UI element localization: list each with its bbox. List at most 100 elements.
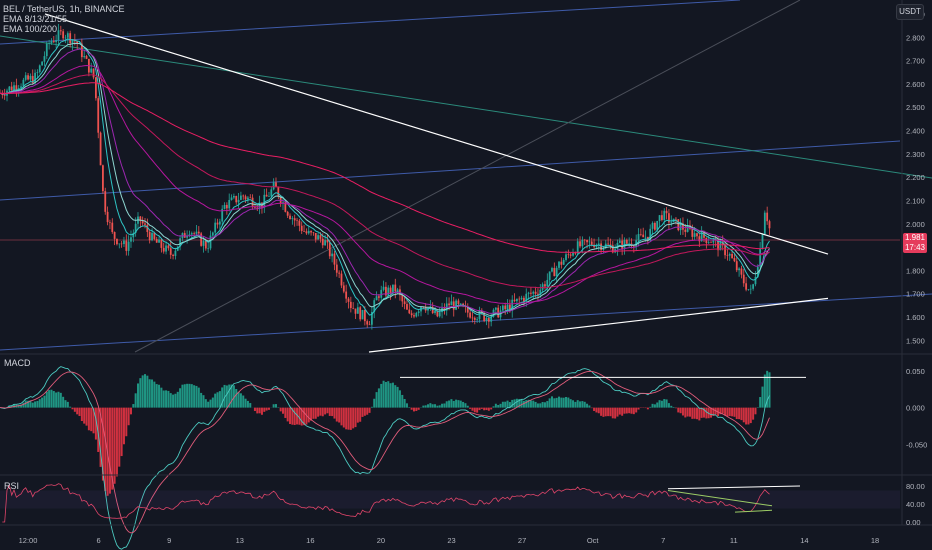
candle (179, 238, 181, 247)
macd-histogram-bar (625, 407, 628, 414)
candle (319, 235, 322, 239)
macd-histogram-bar (681, 407, 684, 416)
macd-histogram-bar (113, 407, 116, 484)
macd-histogram-bar (122, 407, 125, 445)
macd-histogram-bar (745, 407, 748, 425)
price-pane[interactable] (0, 0, 932, 353)
candle (242, 195, 245, 197)
macd-histogram-bar (511, 399, 514, 408)
candle (653, 222, 656, 230)
macd-legend[interactable]: MACD (4, 358, 31, 368)
macd-histogram-bar (445, 401, 448, 408)
candle (352, 307, 355, 309)
candle (504, 305, 507, 310)
candle (249, 197, 252, 199)
time-axis-label: 9 (167, 536, 171, 545)
candle (742, 274, 745, 284)
macd-histogram-bar (235, 389, 238, 408)
macd-pane[interactable] (0, 366, 806, 550)
macd-histogram-bar (494, 403, 497, 408)
macd-histogram-bar (384, 381, 387, 408)
macd-histogram-bar (27, 400, 30, 408)
candle (387, 287, 390, 296)
macd-axis-label: -0.050 (906, 441, 927, 450)
rsi-pane[interactable] (0, 483, 900, 523)
candle (214, 222, 217, 233)
macd-histogram-bar (141, 375, 144, 408)
ema-100-line (0, 74, 770, 289)
candle (766, 212, 769, 222)
macd-histogram-bar (326, 407, 329, 414)
candle (102, 165, 104, 192)
macd-histogram-bar (101, 407, 104, 481)
macd-histogram-bar (597, 407, 600, 414)
candle (92, 68, 95, 78)
macd-histogram-bar (749, 407, 752, 424)
currency-button[interactable]: USDT (896, 4, 924, 20)
candle (41, 61, 44, 66)
symbol-title[interactable]: BEL / TetherUS, 1h, BINANCE (3, 4, 125, 14)
macd-histogram-bar (667, 403, 670, 408)
candle (190, 233, 193, 235)
macd-histogram-bar (188, 383, 191, 408)
candle (754, 276, 757, 285)
price-axis-label: 2.200 (906, 173, 925, 182)
macd-histogram-bar (462, 401, 465, 408)
rsi-legend[interactable]: RSI (4, 481, 20, 491)
candle (368, 324, 371, 326)
macd-histogram-bar (768, 372, 771, 408)
candle (375, 296, 378, 301)
candle (380, 289, 383, 298)
candle (232, 196, 235, 198)
candle (396, 289, 399, 292)
macd-histogram-bar (80, 407, 83, 422)
support-trendline (368, 297, 829, 353)
candle (298, 220, 301, 226)
macd-histogram-bar (200, 392, 203, 408)
macd-histogram-bar (632, 407, 635, 415)
macd-histogram-bar (438, 405, 441, 408)
ema-fast-legend[interactable]: EMA 8/13/21/55 (3, 14, 68, 24)
macd-histogram-bar (249, 403, 252, 408)
candle (193, 233, 196, 234)
candle (394, 284, 397, 292)
candle (506, 304, 509, 310)
macd-histogram-bar (319, 407, 322, 416)
macd-histogram-bar (108, 407, 111, 494)
price-axis-label: 2.000 (906, 220, 925, 229)
candle (230, 197, 233, 200)
macd-histogram-bar (328, 407, 331, 416)
candle (50, 41, 53, 44)
candle (247, 197, 249, 200)
ema-slow-legend[interactable]: EMA 100/200 (3, 24, 58, 34)
candle (235, 196, 238, 203)
macd-histogram-bar (370, 406, 373, 408)
macd-histogram-bar (134, 393, 137, 408)
candle (644, 236, 647, 238)
macd-histogram-bar (111, 407, 114, 490)
macd-histogram-bar (64, 400, 67, 408)
candle (256, 207, 259, 209)
macd-histogram-bar (618, 407, 621, 415)
candle (738, 268, 740, 271)
macd-histogram-bar (76, 407, 79, 415)
macd-histogram-bar (335, 407, 338, 422)
macd-histogram-bar (296, 407, 299, 425)
price-axis-label: 1.600 (906, 313, 925, 322)
candle (756, 266, 759, 277)
macd-histogram-bar (146, 375, 149, 408)
candle (211, 232, 214, 236)
macd-histogram-bar (471, 407, 474, 411)
candle (221, 208, 224, 222)
macd-histogram-bar (197, 387, 200, 408)
macd-histogram-bar (167, 390, 170, 408)
macd-histogram-bar (586, 403, 589, 408)
macd-histogram-bar (602, 407, 605, 417)
candle (651, 222, 654, 229)
macd-histogram-bar (394, 385, 397, 408)
macd-histogram-bar (174, 393, 177, 408)
candle (22, 79, 25, 87)
time-axis-label: 11 (730, 536, 738, 545)
candle (162, 247, 165, 252)
